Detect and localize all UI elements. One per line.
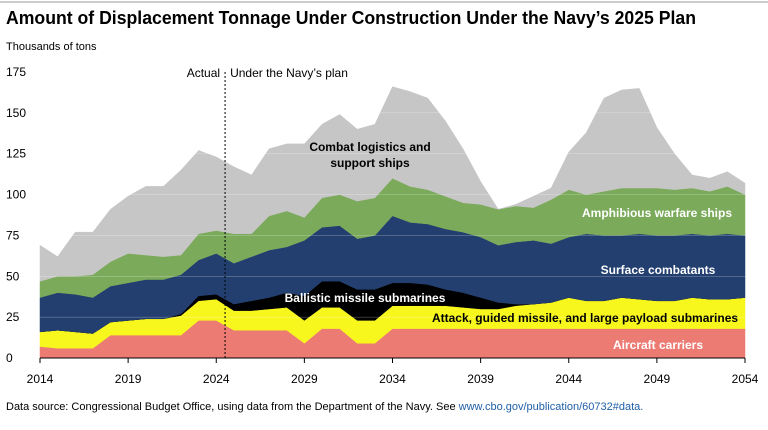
y-tick-label: 175 (6, 65, 26, 79)
y-tick-label: 100 (6, 188, 26, 202)
area (39, 86, 746, 282)
x-tick-label: 2024 (203, 372, 230, 386)
x-tick-label: 2049 (644, 372, 671, 386)
x-tick-label: 2044 (555, 372, 582, 386)
series-label: Aircraft carriers (612, 338, 704, 352)
y-tick-label: 50 (6, 269, 20, 283)
series-label: Attack, guided missile, and large payloa… (431, 311, 739, 325)
y-axis-label: Thousands of tons (6, 41, 97, 53)
y-tick-label: 150 (6, 106, 26, 120)
series-label: Amphibious warfare ships (581, 206, 733, 220)
annotation: Under the Navy’s plan (230, 66, 348, 80)
series-label: Surface combatants (600, 263, 716, 277)
x-tick-label: 2019 (115, 372, 142, 386)
source-text: Data source: Congressional Budget Office… (6, 401, 459, 413)
x-tick-label: 2034 (379, 372, 406, 386)
annotation: Actual (187, 66, 220, 80)
source-link[interactable]: www.cbo.gov/publication/60732#data. (458, 401, 644, 413)
x-tick-label: 2014 (27, 372, 54, 386)
source: Data source: Congressional Budget Office… (6, 401, 643, 413)
areas (39, 86, 746, 359)
x-tick-label: 2039 (467, 372, 494, 386)
y-tick-label: 0 (6, 351, 13, 365)
x-tick-label: 2029 (291, 372, 318, 386)
series-label: Ballistic missile submarines (284, 291, 446, 305)
chart-title: Amount of Displacement Tonnage Under Con… (6, 8, 696, 28)
y-tick-label: 75 (6, 228, 20, 242)
y-tick-label: 125 (6, 147, 26, 161)
x-tick-label: 2054 (732, 372, 759, 386)
series-label: Combat logistics and support ships (309, 140, 431, 170)
y-tick-label: 25 (6, 310, 20, 324)
